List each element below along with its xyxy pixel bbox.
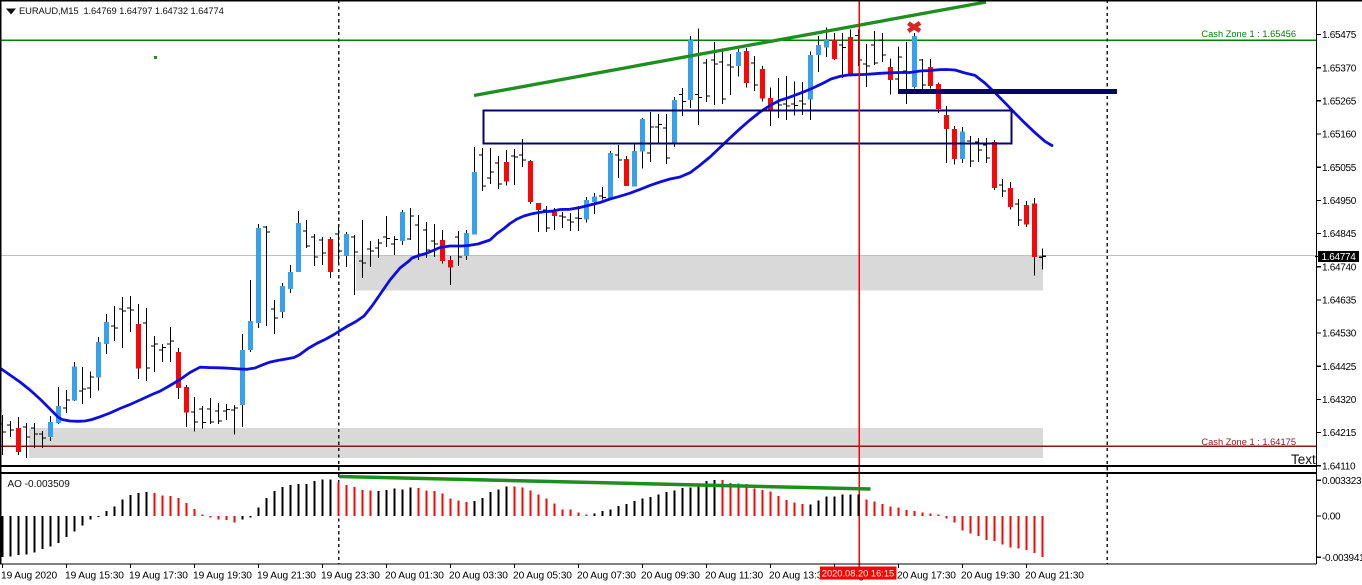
svg-text:19 Aug 17:30: 19 Aug 17:30 — [129, 571, 188, 582]
svg-text:1.64110: 1.64110 — [1322, 461, 1356, 472]
svg-text:-0.003941: -0.003941 — [1322, 553, 1362, 564]
svg-text:1.65265: 1.65265 — [1322, 96, 1357, 107]
svg-text:1.65160: 1.65160 — [1322, 130, 1357, 141]
svg-text:1.64774: 1.64774 — [1322, 252, 1357, 263]
svg-text:1.64320: 1.64320 — [1322, 395, 1357, 406]
svg-text:1.64950: 1.64950 — [1322, 196, 1357, 207]
svg-text:Text: Text — [1291, 452, 1316, 467]
svg-text:1.64215: 1.64215 — [1322, 428, 1357, 439]
svg-text:Cash Zone 1 : 1.64175: Cash Zone 1 : 1.64175 — [1201, 437, 1296, 447]
svg-text:20 Aug 03:30: 20 Aug 03:30 — [449, 571, 508, 582]
svg-text:20 Aug 19:30: 20 Aug 19:30 — [961, 571, 1020, 582]
svg-text:1.64845: 1.64845 — [1322, 229, 1357, 240]
svg-text:1.64530: 1.64530 — [1322, 329, 1357, 340]
svg-text:Cash Zone 1 : 1.65456: Cash Zone 1 : 1.65456 — [1201, 29, 1296, 39]
svg-text:20 Aug 13:30: 20 Aug 13:30 — [769, 571, 828, 582]
svg-text:19 Aug 21:30: 19 Aug 21:30 — [257, 571, 316, 582]
svg-text:19 Aug 15:30: 19 Aug 15:30 — [65, 571, 124, 582]
svg-text:1.65055: 1.65055 — [1322, 163, 1357, 174]
svg-text:20 Aug 05:30: 20 Aug 05:30 — [513, 571, 572, 582]
svg-text:1.65370: 1.65370 — [1322, 63, 1357, 74]
svg-text:20 Aug 11:30: 20 Aug 11:30 — [705, 571, 764, 582]
svg-text:2020.08.20 16:15: 2020.08.20 16:15 — [822, 569, 894, 579]
svg-text:AO -0.003509: AO -0.003509 — [8, 479, 71, 490]
svg-text:1.65475: 1.65475 — [1322, 30, 1357, 41]
svg-text:EURAUD,M15 1.64769 1.64797 1.: EURAUD,M15 1.64769 1.64797 1.64732 1.647… — [19, 5, 224, 16]
svg-text:1.64635: 1.64635 — [1322, 295, 1357, 306]
svg-text:19 Aug 23:30: 19 Aug 23:30 — [321, 571, 380, 582]
svg-text:20 Aug 21:30: 20 Aug 21:30 — [1025, 571, 1084, 582]
svg-text:20 Aug 09:30: 20 Aug 09:30 — [641, 571, 700, 582]
svg-text:1.64740: 1.64740 — [1322, 262, 1357, 273]
svg-text:20 Aug 07:30: 20 Aug 07:30 — [577, 571, 636, 582]
svg-text:0.003323: 0.003323 — [1322, 476, 1362, 487]
svg-text:20 Aug 17:30: 20 Aug 17:30 — [897, 571, 956, 582]
svg-text:19 Aug 19:30: 19 Aug 19:30 — [193, 571, 252, 582]
svg-text:19 Aug 2020: 19 Aug 2020 — [1, 571, 58, 582]
svg-text:20 Aug 01:30: 20 Aug 01:30 — [385, 571, 444, 582]
svg-text:0.00: 0.00 — [1322, 512, 1341, 523]
svg-text:1.64425: 1.64425 — [1322, 362, 1357, 373]
